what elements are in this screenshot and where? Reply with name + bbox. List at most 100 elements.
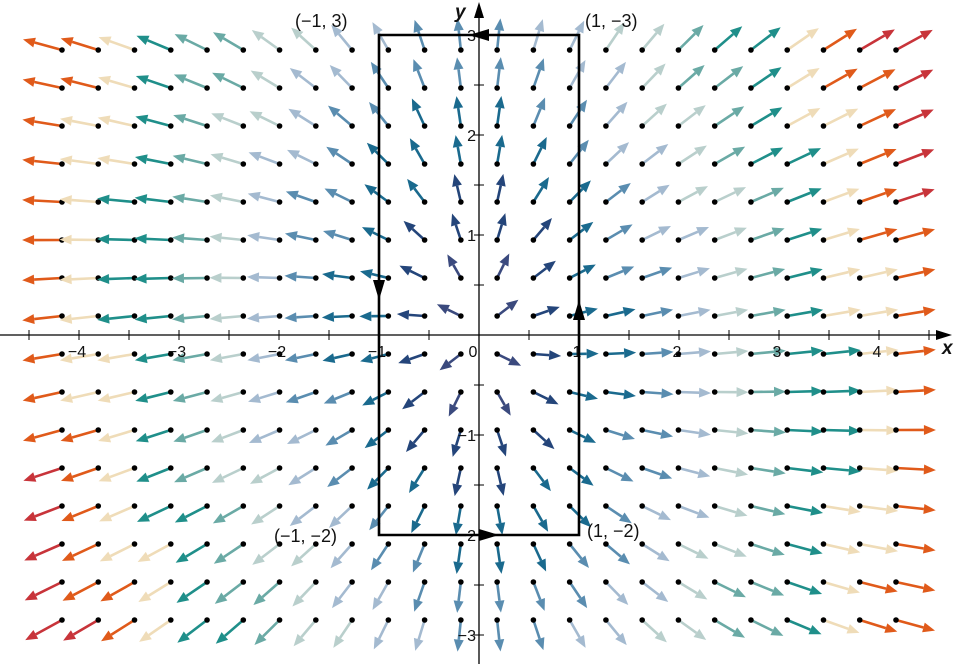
grid-point [385, 503, 392, 509]
arrow-shaft [495, 185, 503, 203]
vector-arrow [566, 617, 586, 648]
grid-point [313, 579, 319, 585]
arrow-shaft [750, 310, 775, 318]
grid-point [711, 465, 718, 471]
vector-arrow [748, 147, 784, 167]
arrow-shaft [859, 231, 887, 242]
grid-point [276, 47, 283, 53]
arrow-head [621, 266, 635, 276]
vector-arrow [566, 503, 592, 528]
x-tick-label: 3 [773, 344, 782, 361]
vector-arrow [411, 503, 428, 533]
grid-point [675, 123, 682, 129]
arrow-head [453, 57, 464, 70]
vector-arrow [452, 174, 464, 205]
arrow-head [286, 434, 300, 445]
vector-arrow [251, 30, 283, 53]
vector-arrow [639, 103, 667, 129]
arrow-head [623, 389, 636, 400]
arrow-head [922, 622, 936, 633]
arrow-shaft [146, 466, 172, 479]
arrow-head [413, 59, 423, 73]
vector-arrow [213, 32, 247, 53]
grid-point [639, 465, 645, 471]
arrow-head [176, 591, 190, 603]
arrow-head [923, 385, 936, 396]
arrow-shaft [859, 504, 887, 511]
arrow-head [884, 227, 898, 238]
arrow-head [60, 393, 74, 403]
vector-arrow [820, 617, 860, 634]
vector-arrow [97, 389, 138, 403]
arrow-shaft [71, 466, 99, 479]
arrow-shaft [641, 32, 658, 51]
vector-arrow [402, 389, 428, 410]
arrow-shaft [641, 71, 659, 89]
grid-point [95, 617, 102, 623]
arrow-head [731, 106, 745, 118]
arrow-head [452, 174, 462, 187]
arrow-shaft [336, 505, 353, 521]
grid-point [167, 85, 174, 91]
vector-arrow [639, 541, 670, 562]
arrow-head [923, 504, 936, 514]
vector-arrow [675, 64, 705, 91]
x-axis-arrow-icon [936, 330, 952, 340]
vector-arrow [566, 264, 596, 281]
arrow-shaft [568, 581, 582, 599]
vector-arrow [711, 227, 747, 243]
arrow-shaft [337, 72, 354, 89]
arrow-head [772, 267, 786, 277]
arrow-shaft [532, 108, 542, 127]
arrow-shaft [859, 618, 887, 630]
arrow-shaft [222, 76, 244, 90]
vector-arrow [209, 192, 247, 205]
grid-point [639, 161, 645, 167]
y-axis-label: y [454, 2, 467, 23]
vector-arrow [820, 386, 861, 397]
arrow-head [403, 220, 416, 233]
arrow-shaft [258, 276, 280, 280]
arrow-head [808, 148, 822, 158]
vector-arrow [63, 617, 102, 641]
arrow-head [22, 353, 36, 364]
arrow-head [248, 433, 262, 443]
arrow-head [769, 107, 783, 118]
grid-point [59, 351, 65, 357]
vector-arrow [403, 220, 428, 243]
vector-arrow [784, 579, 823, 595]
vector-arrow [530, 389, 559, 405]
arrow-head [209, 232, 223, 243]
arrow-shaft [184, 77, 208, 90]
arrow-head [845, 148, 859, 158]
grid-point [748, 503, 754, 509]
grid-point [748, 351, 754, 357]
arrow-head [63, 630, 76, 641]
arrow-head [59, 155, 73, 166]
vector-arrow [60, 465, 102, 482]
grid-point [385, 199, 392, 205]
vector-arrow [784, 386, 824, 397]
vector-arrow [291, 541, 319, 567]
arrow-shaft [750, 350, 775, 356]
vector-arrow [98, 465, 138, 482]
arrow-head [732, 587, 746, 598]
grid-point [566, 465, 573, 471]
arrow-shaft [297, 154, 317, 166]
arrow-shaft [299, 581, 317, 599]
arrow-shaft [34, 159, 63, 166]
grid-point [530, 579, 537, 585]
arrow-shaft [895, 113, 924, 128]
vector-arrow [137, 541, 174, 563]
arrow-head [811, 426, 824, 437]
grid-point [240, 237, 247, 243]
arrow-shaft [532, 619, 541, 640]
arrow-head [613, 22, 625, 35]
arrow-shaft [895, 34, 923, 52]
arrow-head [582, 264, 596, 275]
vector-arrow [711, 26, 743, 53]
grid-point [385, 85, 392, 91]
arrow-head [500, 402, 511, 416]
arrow-head [61, 551, 75, 561]
grid-point [566, 199, 573, 205]
